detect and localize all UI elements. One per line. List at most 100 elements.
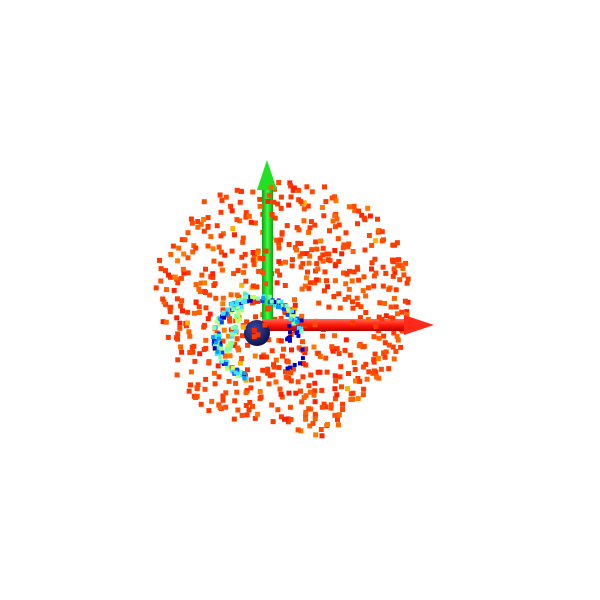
point <box>233 370 238 375</box>
point <box>163 268 168 274</box>
point <box>343 281 349 287</box>
point <box>178 344 184 350</box>
point <box>232 232 237 238</box>
point <box>176 245 182 251</box>
point <box>292 306 297 312</box>
point <box>255 298 261 304</box>
point <box>209 398 215 404</box>
point <box>272 300 277 305</box>
point <box>285 419 291 425</box>
point <box>301 395 307 401</box>
point <box>342 347 348 353</box>
point-cloud-front <box>166 184 401 427</box>
point <box>187 333 193 339</box>
point <box>174 296 180 302</box>
point <box>304 184 310 190</box>
point <box>179 298 185 304</box>
point <box>228 203 234 209</box>
point <box>242 376 247 381</box>
point <box>321 288 327 294</box>
point <box>331 294 337 299</box>
point <box>312 322 318 328</box>
point <box>296 333 301 338</box>
point <box>375 356 381 361</box>
point <box>333 378 339 384</box>
point <box>224 347 229 352</box>
point <box>230 332 235 337</box>
point <box>306 229 312 235</box>
point <box>275 201 281 207</box>
point <box>272 303 277 308</box>
point <box>372 256 378 262</box>
point <box>299 318 304 323</box>
point <box>276 180 282 185</box>
point <box>167 309 173 315</box>
point <box>228 341 232 346</box>
point <box>282 283 288 288</box>
point <box>191 343 197 349</box>
point <box>239 254 245 260</box>
point <box>274 237 280 243</box>
point <box>363 361 369 367</box>
point <box>253 314 259 320</box>
point <box>351 203 357 209</box>
point <box>235 300 239 305</box>
point <box>394 240 400 246</box>
point <box>355 221 360 227</box>
point <box>376 314 382 320</box>
point <box>382 340 388 346</box>
point <box>201 228 207 234</box>
point <box>285 416 291 422</box>
point <box>229 248 235 254</box>
point <box>386 286 392 292</box>
point <box>193 300 199 305</box>
point <box>285 359 291 365</box>
point <box>376 335 382 341</box>
point <box>266 337 272 343</box>
point <box>267 294 272 299</box>
point <box>174 315 180 321</box>
point <box>220 301 226 307</box>
point <box>317 369 323 375</box>
point <box>180 266 186 272</box>
point <box>295 379 301 385</box>
point <box>272 215 278 221</box>
point <box>312 416 318 422</box>
point <box>229 310 234 315</box>
point <box>320 258 326 264</box>
point <box>274 280 280 286</box>
point <box>242 251 248 257</box>
point <box>295 427 301 433</box>
point <box>355 396 361 402</box>
point <box>332 248 338 253</box>
point <box>175 280 181 286</box>
point <box>377 300 383 306</box>
point <box>383 270 389 276</box>
point <box>270 419 276 425</box>
point <box>281 306 286 311</box>
point <box>342 296 348 302</box>
point <box>352 208 358 213</box>
point <box>394 333 400 339</box>
point <box>234 329 238 334</box>
point <box>219 267 225 273</box>
point <box>392 269 398 275</box>
point <box>306 285 312 291</box>
point <box>290 308 295 313</box>
point <box>362 217 368 223</box>
point <box>276 240 282 246</box>
point <box>222 252 228 258</box>
point <box>203 337 209 343</box>
point <box>350 305 356 311</box>
point <box>179 237 185 243</box>
point <box>225 307 230 312</box>
point <box>357 315 363 321</box>
point <box>348 397 354 403</box>
point <box>332 213 338 218</box>
point <box>357 378 363 384</box>
point <box>299 399 305 405</box>
point <box>320 252 326 258</box>
point <box>211 341 216 346</box>
point <box>234 325 239 330</box>
